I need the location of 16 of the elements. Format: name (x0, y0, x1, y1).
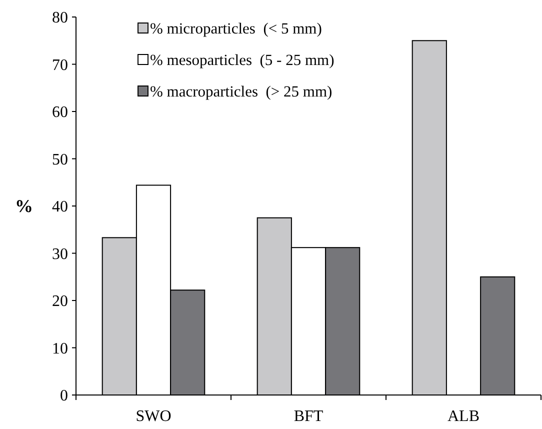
legend-label: % mesoparticles (5 - 25 mm) (150, 52, 334, 69)
y-tick-label: 40 (52, 198, 68, 216)
y-tick-label: 80 (52, 10, 68, 27)
legend-label: % macroparticles (> 25 mm) (150, 83, 332, 100)
y-tick-label: 0 (60, 388, 68, 405)
y-axis-title: % (15, 196, 33, 216)
y-tick-label: 50 (52, 151, 68, 168)
y-tick-label: 20 (52, 293, 68, 310)
x-tick-label: SWO (136, 408, 172, 425)
x-tick-label: BFT (294, 408, 324, 425)
x-tick-label: ALB (448, 408, 480, 425)
y-tick-label: 70 (52, 56, 68, 74)
y-tick-label: 30 (52, 246, 68, 263)
y-tick-label: 10 (52, 340, 68, 358)
y-tick-label: 60 (52, 104, 68, 122)
legend-label: % microparticles (< 5 mm) (150, 20, 322, 38)
